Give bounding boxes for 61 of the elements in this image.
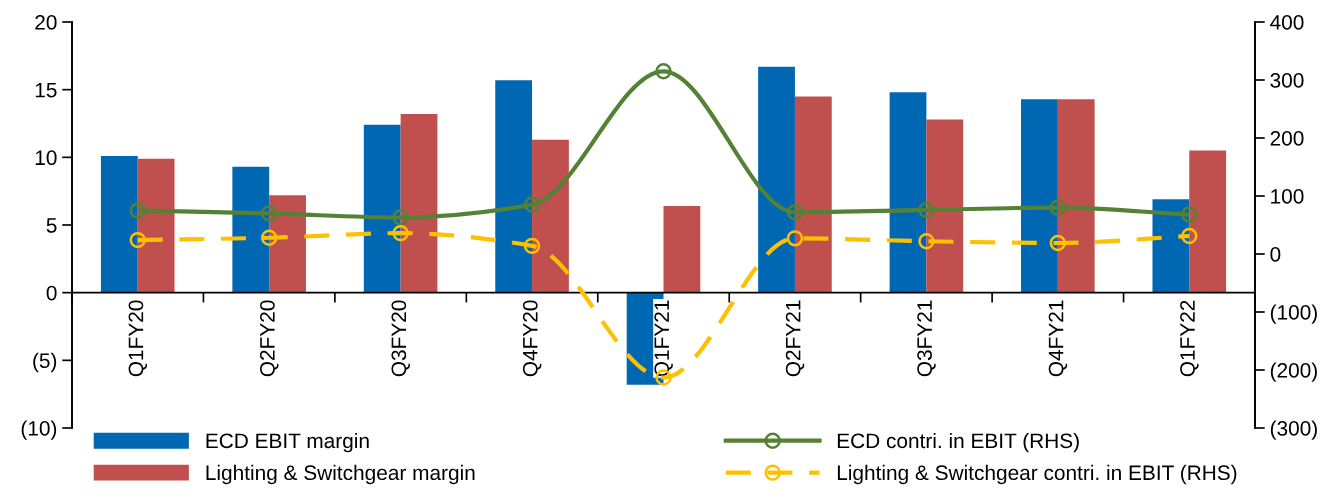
legend-label: Lighting & Switchgear margin bbox=[206, 464, 475, 485]
legend-label: Lighting & Switchgear contri. in EBIT (RHS) bbox=[837, 464, 1237, 485]
point bbox=[786, 204, 804, 221]
y2-tick-label: (200) bbox=[1270, 362, 1317, 382]
x-tick-label: Q4FY20 bbox=[522, 300, 542, 377]
y-tick-label: 10 bbox=[35, 150, 57, 166]
bar bbox=[400, 114, 438, 293]
point bbox=[392, 224, 409, 242]
x-tick-label: Q1FY21 bbox=[654, 300, 673, 377]
bar bbox=[1152, 199, 1190, 293]
bar bbox=[363, 124, 401, 293]
x-tick-label: Q3FY21 bbox=[917, 300, 936, 377]
y2-tick-label: 300 bbox=[1270, 73, 1304, 88]
point bbox=[1181, 206, 1198, 223]
y2-tick-label: 100 bbox=[1271, 189, 1304, 204]
point bbox=[129, 202, 146, 219]
point bbox=[655, 63, 672, 80]
bar bbox=[1057, 99, 1095, 293]
bar bbox=[137, 158, 175, 293]
y2-tick-label: 0 bbox=[1270, 247, 1281, 262]
point bbox=[1181, 227, 1198, 245]
y-tick-label: 5 bbox=[46, 218, 57, 233]
bar bbox=[1189, 150, 1227, 293]
x-tick-label: Q3FY20 bbox=[391, 300, 410, 377]
x-tick-label: Q2FY20 bbox=[260, 300, 279, 377]
bar bbox=[232, 166, 270, 293]
bar bbox=[926, 119, 964, 293]
y2-tick-label: (100) bbox=[1270, 304, 1317, 324]
bar bbox=[758, 66, 795, 293]
y2-tick-label: (300) bbox=[1270, 420, 1317, 440]
bar bbox=[1021, 99, 1058, 293]
bar bbox=[663, 206, 701, 293]
point bbox=[129, 231, 146, 249]
point bbox=[786, 230, 804, 247]
bar bbox=[100, 155, 138, 293]
x-tick-label: Q4FY21 bbox=[1048, 300, 1068, 377]
point bbox=[1049, 199, 1067, 216]
point bbox=[523, 196, 541, 213]
y-tick-label: (5) bbox=[33, 352, 57, 373]
point bbox=[260, 205, 278, 222]
bar bbox=[495, 80, 533, 293]
y-tick-label: (10) bbox=[21, 420, 57, 440]
point bbox=[918, 201, 935, 219]
bar bbox=[889, 92, 927, 293]
point bbox=[392, 209, 409, 226]
point bbox=[523, 237, 541, 255]
x-tick-label: Q2FY21 bbox=[785, 300, 805, 377]
bar bbox=[794, 96, 832, 293]
y-tick-label: 15 bbox=[35, 82, 57, 98]
legend-label: ECD contri. in EBIT (RHS) bbox=[837, 432, 1079, 453]
x-tick-label: Q1FY20 bbox=[128, 300, 148, 377]
y-tick-label: 0 bbox=[46, 285, 57, 301]
point bbox=[1049, 234, 1067, 252]
legend-label: ECD EBIT margin bbox=[206, 432, 369, 453]
y2-tick-label: 400 bbox=[1270, 15, 1304, 30]
bar bbox=[532, 139, 569, 293]
y2-tick-label: 200 bbox=[1270, 131, 1304, 146]
x-tick-label: Q1FY22 bbox=[1180, 300, 1199, 377]
point bbox=[260, 229, 278, 246]
y-tick-label: 20 bbox=[35, 15, 57, 30]
point bbox=[918, 233, 935, 250]
